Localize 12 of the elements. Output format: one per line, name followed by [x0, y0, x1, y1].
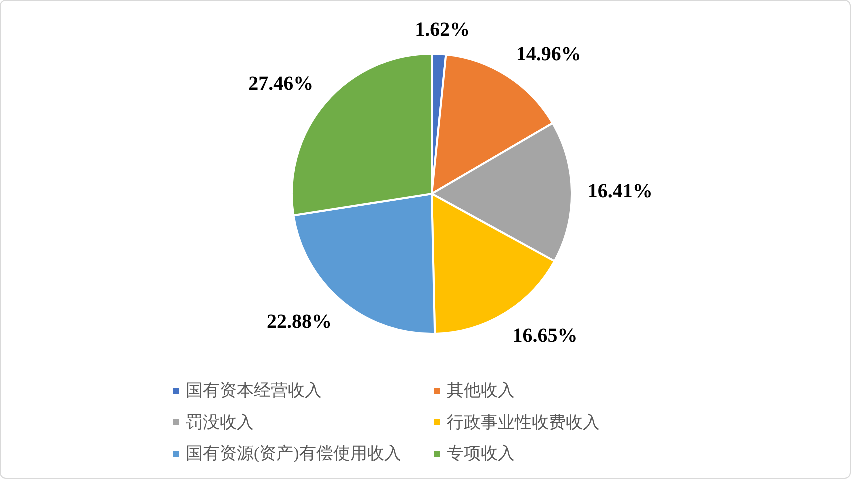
legend-label: 罚没收入	[186, 412, 254, 434]
legend-label: 国有资本经营收入	[186, 380, 322, 402]
legend-label: 行政事业性收费收入	[447, 412, 600, 434]
data-label: 27.46%	[248, 73, 314, 96]
legend-label: 专项收入	[447, 443, 515, 466]
data-label: 16.65%	[512, 324, 578, 347]
legend-label: 国有资源(资产)有偿使用收入	[186, 443, 402, 466]
legend-label: 其他收入	[447, 380, 515, 402]
data-label: 16.41%	[588, 180, 653, 203]
data-label: 14.96%	[516, 43, 582, 66]
data-label: 1.62%	[415, 18, 470, 41]
data-label: 22.88%	[266, 311, 332, 334]
